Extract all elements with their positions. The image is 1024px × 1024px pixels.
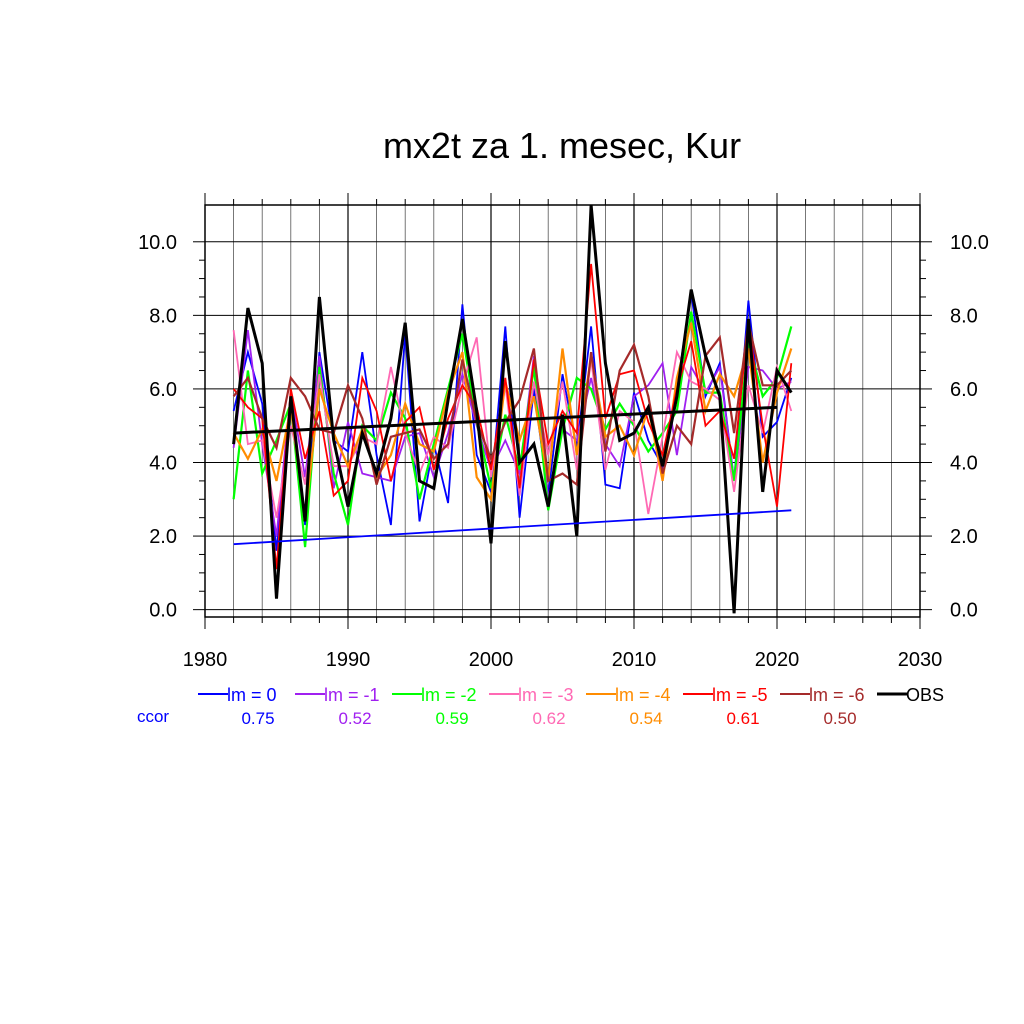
legend-label: lm = -6 [809, 685, 865, 705]
legend-label: lm = 0 [227, 685, 277, 705]
y-tick-label-right: 0.0 [950, 600, 978, 622]
ccor-label: ccor [137, 707, 169, 726]
legend-ccor-value: 0.59 [435, 709, 468, 728]
y-tick-label-left: 10.0 [138, 232, 177, 254]
legend: ccor lm = 0 0.75 lm = -1 0.52 lm = -2 0.59 lm =… [137, 685, 944, 728]
legend-label: lm = -4 [615, 685, 671, 705]
x-tick-label: 2020 [755, 649, 800, 671]
x-tick-label: 2030 [898, 649, 943, 671]
y-tick-label-left: 4.0 [149, 453, 177, 475]
y-tick-label-left: 0.0 [149, 600, 177, 622]
legend-ccor-value: 0.62 [532, 709, 565, 728]
y-tick-label-left: 2.0 [149, 526, 177, 548]
series-line [232, 204, 793, 614]
x-tick-label: 1980 [183, 649, 228, 671]
legend-ccor-value: 0.75 [241, 709, 274, 728]
series-line [232, 263, 793, 570]
y-tick-label-left: 8.0 [149, 305, 177, 327]
y-tick-label-right: 8.0 [950, 305, 978, 327]
legend-label: lm = -3 [518, 685, 574, 705]
x-tick-label: 1990 [326, 649, 371, 671]
series-line [232, 293, 793, 551]
series-layer [232, 204, 793, 614]
x-tick-label: 2000 [469, 649, 514, 671]
legend-ccor-value: 0.52 [338, 709, 371, 728]
legend-label: lm = -1 [324, 685, 380, 705]
trend-line [233, 405, 778, 435]
legend-ccor-value: 0.54 [629, 709, 662, 728]
y-tick-label-right: 6.0 [950, 379, 978, 401]
y-tick-label-right: 4.0 [950, 453, 978, 475]
legend-label: lm = -5 [712, 685, 768, 705]
plot-frame [204, 204, 921, 618]
legend-ccor-value: 0.61 [726, 709, 759, 728]
legend-ccor-value: 0.50 [823, 709, 856, 728]
y-tick-label-right: 2.0 [950, 526, 978, 548]
legend-label: lm = -2 [421, 685, 477, 705]
trend-line [233, 509, 792, 546]
legend-label: OBS [906, 685, 944, 705]
x-tick-label: 2010 [612, 649, 657, 671]
y-tick-label-left: 6.0 [149, 379, 177, 401]
axes: 0.0 0.0 2.0 2.0 4.0 4.0 6.0 6.0 8.0 8.0 10.0 10.0 19… [138, 193, 989, 671]
y-tick-label-right: 10.0 [950, 232, 989, 254]
chart-title: mx2t za 1. mesec, Kur [383, 125, 741, 166]
